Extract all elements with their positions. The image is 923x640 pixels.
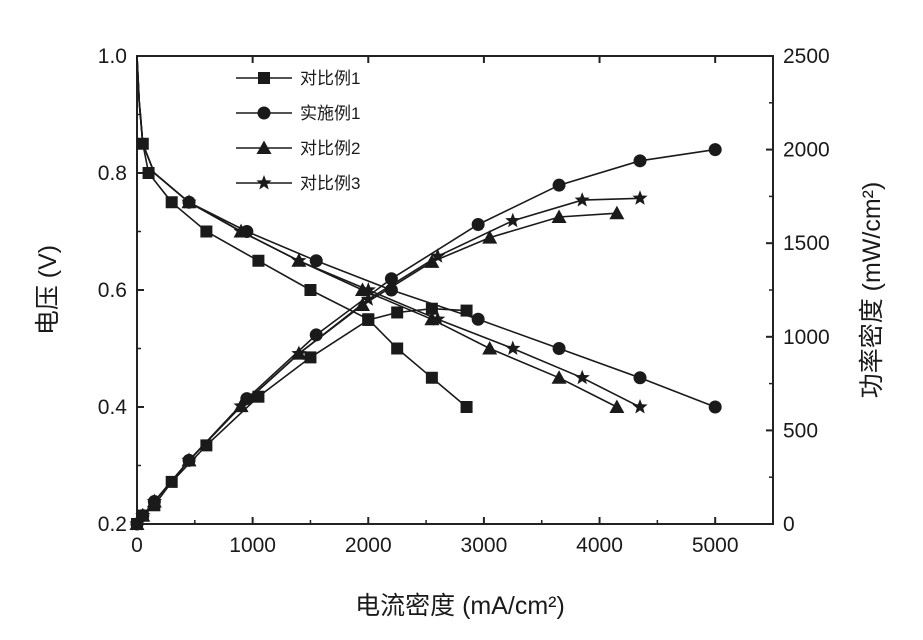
legend-label: 对比例1 [300, 69, 360, 88]
power-point [425, 302, 438, 315]
power-line [136, 307, 467, 525]
voltage-point [181, 194, 197, 209]
power-point [135, 507, 151, 522]
x-tick-label: 3000 [461, 534, 508, 557]
power-line [136, 212, 617, 525]
voltage-point [551, 370, 567, 384]
legend-item: 对比例2 [236, 139, 360, 158]
voltage-point [471, 312, 485, 326]
series-4 [129, 55, 648, 531]
power-point [291, 345, 307, 361]
power-line [136, 148, 716, 525]
voltage-line [136, 55, 641, 408]
y2-tick-label: 1500 [783, 232, 830, 255]
power-point [482, 230, 498, 244]
voltage-point [460, 401, 473, 413]
y-tick-label: 0.8 [98, 162, 127, 185]
power-point [430, 248, 446, 263]
series-1 [131, 55, 473, 530]
x-tick-label: 1000 [229, 534, 276, 557]
voltage-point [482, 341, 498, 355]
y-tick-label: 0.6 [98, 279, 127, 302]
power-point [424, 254, 440, 268]
power-point [574, 192, 590, 207]
voltage-point [505, 340, 521, 355]
voltage-point [633, 371, 647, 385]
x-tick-label: 0 [131, 534, 143, 557]
x-tick-label: 2000 [345, 534, 392, 557]
voltage-point [304, 284, 317, 296]
y2-tick-label: 2500 [783, 45, 830, 68]
power-point [181, 452, 197, 467]
legend-label: 对比例3 [300, 174, 360, 193]
x-tick-label: 5000 [692, 534, 739, 557]
voltage-point [252, 254, 265, 267]
y-tick-label: 0.2 [98, 513, 127, 536]
x-tick-label: 4000 [576, 534, 623, 557]
y-tick-label: 1.0 [98, 45, 127, 68]
voltage-point [609, 399, 625, 413]
power-point [233, 398, 249, 413]
legend-label: 实施例1 [300, 104, 360, 123]
voltage-point [165, 196, 178, 209]
voltage-point [291, 252, 307, 268]
voltage-point [574, 369, 590, 385]
power-point [384, 272, 398, 286]
power-point [632, 190, 648, 205]
y2-tick-label: 500 [783, 419, 818, 442]
power-line [136, 197, 641, 525]
voltage-point [708, 400, 722, 414]
voltage-point [142, 167, 155, 179]
legend-item: 对比例1 [236, 69, 360, 88]
legend-marker [256, 175, 272, 190]
legend-marker [257, 106, 271, 120]
plot-marks [129, 55, 722, 531]
voltage-point [309, 254, 323, 268]
power-point [609, 205, 625, 220]
legend-marker [258, 72, 270, 84]
power-point [200, 439, 213, 452]
y2-tick-label: 1000 [783, 326, 830, 349]
power-point [708, 143, 722, 157]
power-point [633, 154, 647, 168]
voltage-point [360, 282, 376, 297]
legend-label: 对比例2 [300, 139, 360, 158]
series-2 [130, 55, 722, 531]
power-point [471, 217, 485, 231]
x-axis-label: 电流密度 (mA/cm²) [355, 592, 565, 620]
voltage-point [425, 371, 438, 384]
power-point [129, 516, 145, 531]
y2-tick-label: 2000 [783, 139, 830, 162]
axes: 0 1000 2000 3000 4000 5000 0.2 0.4 0.6 0.8 1.0 0 500… [98, 45, 830, 557]
legend-item: 实施例1 [236, 104, 360, 123]
plot-frame [136, 55, 774, 525]
voltage-point [552, 342, 566, 355]
power-point [552, 178, 566, 192]
voltage-point [233, 223, 249, 238]
power-point [362, 313, 375, 326]
voltage-point [430, 311, 446, 326]
power-point [391, 306, 404, 319]
y-axis-label: 电压 (V) [34, 245, 62, 335]
voltage-point [632, 399, 648, 414]
y-tick-label: 0.4 [98, 396, 128, 419]
y2-axis-label: 功率密度 (mW/cm²) [858, 182, 886, 399]
power-point [360, 291, 376, 306]
legend-marker [256, 140, 272, 154]
power-point [505, 212, 521, 228]
power-point [304, 351, 317, 364]
voltage-point [391, 342, 404, 355]
power-point [551, 209, 567, 223]
y2-tick-label: 0 [783, 513, 795, 536]
power-point [146, 493, 162, 508]
legend: 对比例1 实施例1 对比例2 对比例3 [236, 69, 360, 193]
voltage-line [136, 55, 716, 408]
power-point [240, 392, 254, 406]
voltage-point [200, 225, 213, 238]
legend-item: 对比例3 [236, 174, 360, 193]
